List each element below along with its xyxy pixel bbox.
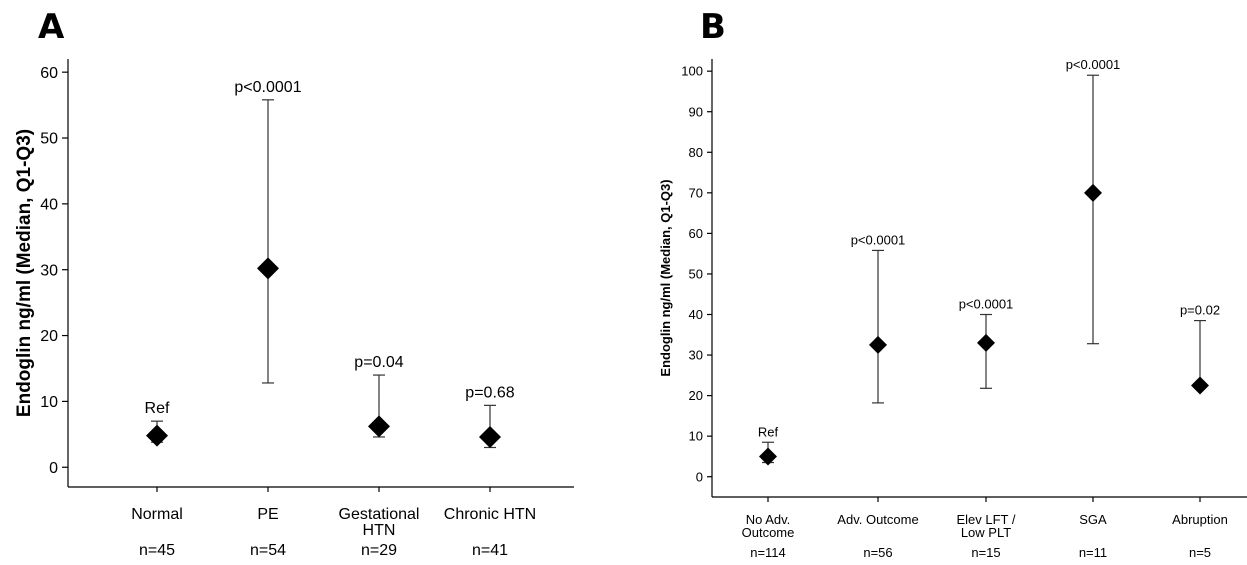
panel-b-p-value-label: Ref: [758, 424, 779, 439]
panel-b-category-label: SGA: [1079, 512, 1107, 527]
panel-b-y-tick-label: 60: [689, 226, 703, 241]
panel-b-y-tick-label: 20: [689, 388, 703, 403]
panel-b-y-tick-label: 0: [696, 469, 703, 484]
panel-b-y-tick-label: 10: [689, 429, 703, 444]
panel-b-median-marker: [977, 333, 995, 352]
panel-b-n-label: n=15: [971, 545, 1000, 560]
panel-a-median-marker: [479, 425, 501, 448]
panel-b-median-marker: [759, 447, 777, 466]
panel-b-p-value-label: p<0.0001: [1066, 57, 1121, 72]
panel-b-letter: B: [700, 7, 726, 47]
panel-a-category-label: HTN: [363, 522, 396, 539]
panel-b-category-label: Abruption: [1172, 512, 1228, 527]
panel-b-n-label: n=11: [1079, 545, 1107, 560]
panel-a-median-marker: [146, 424, 168, 447]
panel-a-p-value-label: p<0.0001: [234, 79, 301, 96]
panel-b-category-label: Low PLT: [961, 525, 1011, 540]
panel-a-median-marker: [368, 415, 390, 438]
panel-a-category-label: PE: [257, 506, 278, 523]
panel-b-p-value-label: p=0.02: [1180, 303, 1220, 318]
panel-b-category-label: Outcome: [742, 525, 795, 540]
panel-a-p-value-label: Ref: [145, 400, 170, 417]
panel-b-y-tick-label: 50: [689, 266, 703, 281]
panel-b-y-tick-label: 70: [689, 185, 703, 200]
panel-a-y-tick-label: 10: [40, 394, 58, 411]
panel-b-median-marker: [869, 335, 887, 354]
panel-b-n-label: n=5: [1189, 545, 1211, 560]
panel-b-category-label: Elev LFT /: [956, 512, 1015, 527]
panel-a-category-label: Chronic HTN: [444, 506, 536, 523]
panel-a-y-tick-label: 50: [40, 131, 58, 148]
panel-a-y-tick-label: 60: [40, 65, 58, 82]
panel-a-y-tick-label: 30: [40, 262, 58, 279]
panel-a-y-axis-label: Endoglin ng/ml (Median, Q1-Q3): [14, 129, 35, 417]
panel-a-category-label: Gestational: [339, 506, 420, 523]
panel-a-median-marker: [257, 257, 279, 280]
panel-a-y-tick-label: 0: [49, 460, 58, 477]
panel-a-n-label: n=54: [250, 542, 286, 559]
panel-b-category-label: Adv. Outcome: [837, 512, 918, 527]
panel-b-median-marker: [1084, 183, 1102, 202]
panel-b-n-label: n=56: [863, 545, 892, 560]
panel-a-y-tick-label: 40: [40, 196, 58, 213]
panel-b-y-tick-label: 30: [689, 348, 703, 363]
panel-a-n-label: n=29: [361, 542, 397, 559]
panel-b-n-label: n=114: [750, 545, 786, 560]
panel-b-y-tick-label: 90: [689, 104, 703, 119]
panel-b-y-tick-label: 100: [681, 64, 703, 79]
panel-a-y-tick-label: 20: [40, 328, 58, 345]
panel-b-y-tick-label: 40: [689, 307, 703, 322]
panel-a-p-value-label: p=0.68: [465, 384, 514, 401]
panel-b-p-value-label: p<0.0001: [959, 297, 1014, 312]
panel-a-n-label: n=41: [472, 542, 508, 559]
panel-a-n-label: n=45: [139, 542, 175, 559]
panel-b-p-value-label: p<0.0001: [851, 232, 906, 247]
panel-a-category-label: Normal: [131, 506, 183, 523]
panel-b-y-axis-label: Endoglin ng/ml (Median, Q1-Q3): [658, 179, 673, 376]
panel-b-category-label: No Adv.: [746, 512, 791, 527]
panel-b-y-tick-label: 80: [689, 145, 703, 160]
panel-a-letter: A: [38, 7, 65, 47]
panel-a-p-value-label: p=0.04: [354, 354, 403, 371]
panel-b-median-marker: [1191, 376, 1209, 395]
